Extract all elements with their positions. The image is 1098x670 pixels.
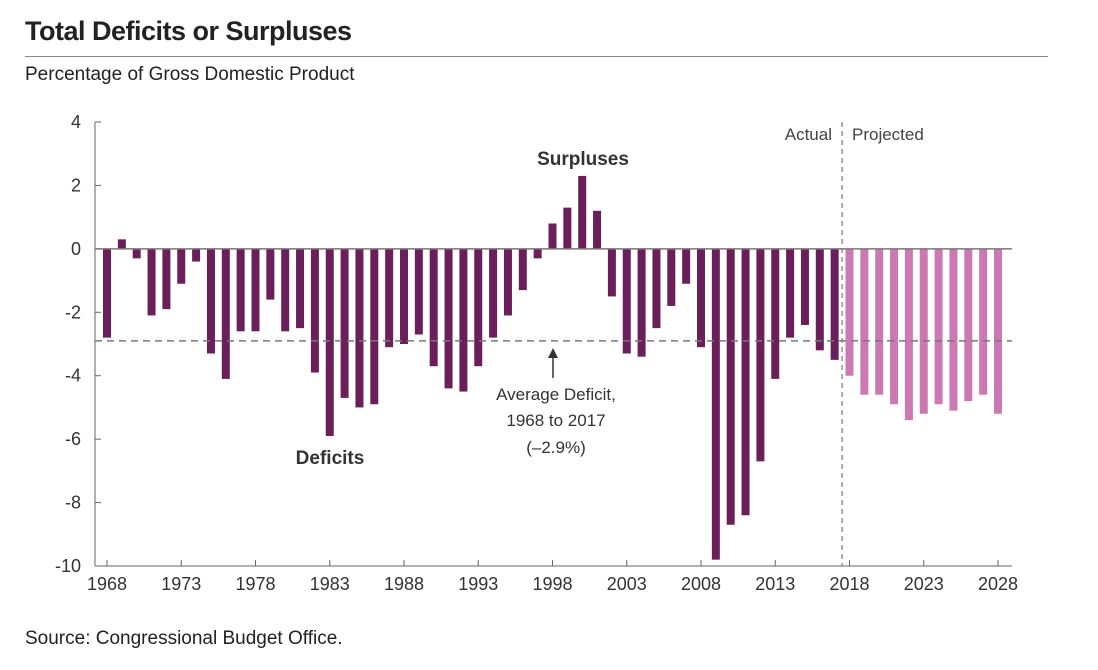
bar-2001 (593, 210, 602, 249)
x-tick-label: 2028 (978, 574, 1018, 594)
x-tick-label: 1983 (310, 574, 350, 594)
bar-1999 (563, 207, 572, 249)
bar-1973 (177, 248, 186, 284)
bar-1969 (117, 239, 126, 249)
bar-2017 (830, 248, 839, 360)
bar-2005 (652, 248, 661, 329)
bar-2016 (815, 248, 824, 351)
y-tick-label: 0 (71, 239, 81, 259)
y-tick-label: -6 (65, 429, 81, 449)
bar-1996 (518, 248, 527, 291)
bar-2020 (875, 248, 884, 395)
x-tick-label: 2018 (829, 574, 869, 594)
x-tick-label: 2003 (607, 574, 647, 594)
bar-2021 (890, 248, 899, 405)
x-tick-label: 1988 (384, 574, 424, 594)
bar-2003 (622, 248, 631, 354)
bar-1972 (162, 248, 171, 310)
chart-title: Total Deficits or Surpluses (25, 16, 352, 46)
bar-2011 (741, 248, 750, 516)
x-tick-label: 1968 (87, 574, 127, 594)
bar-1981 (296, 248, 305, 329)
x-tick-label: 2023 (904, 574, 944, 594)
bar-1986 (370, 248, 379, 405)
y-tick-label: -2 (65, 302, 81, 322)
bar-1971 (147, 248, 156, 316)
x-tick-label: 2013 (755, 574, 795, 594)
bar-2026 (964, 248, 973, 402)
annotation-surpluses: Surpluses (537, 149, 629, 170)
bar-1997 (533, 248, 542, 259)
bar-2019 (860, 248, 869, 395)
bar-2010 (726, 248, 735, 525)
bar-1998 (548, 223, 557, 249)
bar-1979 (266, 248, 275, 300)
bar-2002 (607, 248, 616, 297)
bar-1980 (281, 248, 290, 332)
bar-1987 (385, 248, 394, 348)
bar-1974 (192, 248, 201, 262)
bar-1978 (251, 248, 260, 332)
label-actual: Actual (785, 125, 832, 144)
bar-1983 (325, 248, 334, 436)
title-divider (25, 56, 1048, 57)
bar-2008 (697, 248, 705, 348)
y-tick-label: 4 (71, 112, 81, 132)
average-arrow-head (548, 348, 558, 358)
chart-subtitle: Percentage of Gross Domestic Product (25, 64, 355, 85)
y-tick-label: 2 (71, 175, 81, 195)
bar-2028 (994, 248, 1002, 414)
x-tick-label: 1998 (532, 574, 572, 594)
bar-2000 (578, 175, 587, 249)
bar-2024 (934, 248, 943, 405)
label-projected: Projected (852, 125, 924, 144)
bar-1968 (103, 248, 111, 338)
bar-2004 (637, 248, 646, 357)
bar-1975 (206, 248, 215, 354)
bar-2014 (786, 248, 795, 338)
x-tick-label: 1993 (458, 574, 498, 594)
bar-1994 (489, 248, 498, 338)
bar-2009 (711, 248, 720, 560)
y-tick-label: -8 (65, 493, 81, 513)
y-tick-label: -10 (55, 556, 81, 576)
bar-1982 (310, 248, 319, 373)
bar-1990 (429, 248, 438, 367)
bar-1985 (355, 248, 364, 408)
bar-2012 (756, 248, 765, 462)
bar-1989 (414, 248, 423, 335)
bar-2027 (979, 248, 988, 395)
bar-2007 (682, 248, 691, 284)
bar-1993 (474, 248, 483, 367)
bar-1984 (340, 248, 349, 398)
bar-2022 (904, 248, 913, 421)
bar-2018 (845, 248, 854, 376)
source-note: Source: Congressional Budget Office. (25, 628, 343, 649)
bar-1991 (444, 248, 453, 389)
bar-2006 (667, 248, 676, 306)
annotation-average-1: Average Deficit, (496, 385, 616, 404)
bar-2025 (949, 248, 958, 411)
x-tick-label: 1978 (235, 574, 275, 594)
bar-1995 (503, 248, 512, 316)
x-tick-label: 1973 (161, 574, 201, 594)
annotation-average-3: (–2.9%) (526, 438, 586, 457)
annotation-average-2: 1968 to 2017 (506, 411, 605, 430)
bar-1976 (221, 248, 230, 379)
bar-2023 (919, 248, 928, 414)
bar-1977 (236, 248, 245, 332)
bar-1970 (132, 248, 141, 259)
annotation-deficits: Deficits (296, 448, 365, 469)
y-tick-label: -4 (65, 366, 81, 386)
bar-2013 (771, 248, 780, 379)
bar-1992 (459, 248, 468, 392)
bar-1988 (400, 248, 408, 344)
x-tick-label: 2008 (681, 574, 721, 594)
bar-2015 (800, 248, 809, 325)
